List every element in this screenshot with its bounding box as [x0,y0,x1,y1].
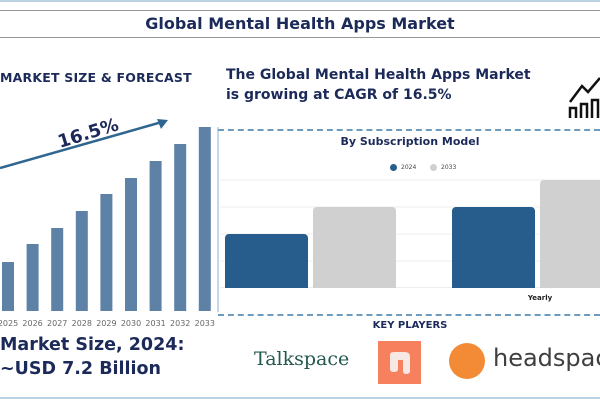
subscription-bar-chart: MonthlyYearly [220,179,600,305]
bar-2029 [100,194,113,311]
page-title: Global Mental Health Apps Market [0,10,600,38]
m-app-logo-icon [378,341,421,384]
tick-label: 2031 [145,319,165,328]
bar-monthly-2033 [313,207,396,292]
cagr-annotation: 16.5% [55,114,121,152]
arrow-head-icon [157,119,168,129]
key-players-title: KEY PLAYERS [372,320,448,331]
bar-2025 [2,262,14,311]
market-size-title: MARKET SIZE & FORECAST [0,70,192,85]
bar-2033 [198,127,211,311]
divider [218,314,600,316]
bar-yearly-2024 [452,207,535,292]
forecast-bar-chart: 2025 2026 2027 2028 2029 2030 2031 2032 2033 16.5… [0,114,219,328]
cagr-statement: The Global Mental Health Apps Market is … [226,67,531,103]
bar-2027 [51,228,64,311]
subscription-chart-title: By Subscription Model [340,135,480,148]
tick-label: 2027 [47,319,67,328]
category-label: Yearly [527,294,553,302]
bar-2031 [149,161,162,311]
tick-label: 2032 [170,319,190,328]
tick-label: 2025 [0,319,18,328]
legend-2024: 2024 [390,164,416,171]
bar-2026 [26,244,39,311]
headspace-logo-icon [449,343,485,379]
tick-label: 2026 [22,319,42,328]
legend-2033: 2033 [430,164,456,171]
tick-label: 2033 [195,319,215,328]
headspace-logo: headspace [493,344,600,372]
top-border [0,0,600,2]
tick-label: 2029 [96,319,116,328]
market-size-value: Market Size, 2024: ~USD 7.2 Billion [0,333,184,381]
trend-arrow [0,120,163,170]
bar-yearly-2033 [540,180,600,292]
label-bg [220,288,600,305]
market-size-line2: ~USD 7.2 Billion [0,359,162,379]
talkspace-logo: Talkspace [254,348,350,370]
market-size-line1: Market Size, 2024: [0,335,185,355]
tick-label: 2030 [121,319,141,328]
growth-chart-icon [568,77,600,118]
legend-dot-icon [390,164,397,171]
bar-monthly-2024 [225,234,308,292]
legend-dot-icon [430,164,437,171]
divider [218,129,600,131]
bar-2030 [125,178,137,311]
tick-label: 2028 [72,319,92,328]
bar-2028 [75,211,88,311]
bottom-border [0,397,600,399]
bar-2032 [174,144,187,311]
